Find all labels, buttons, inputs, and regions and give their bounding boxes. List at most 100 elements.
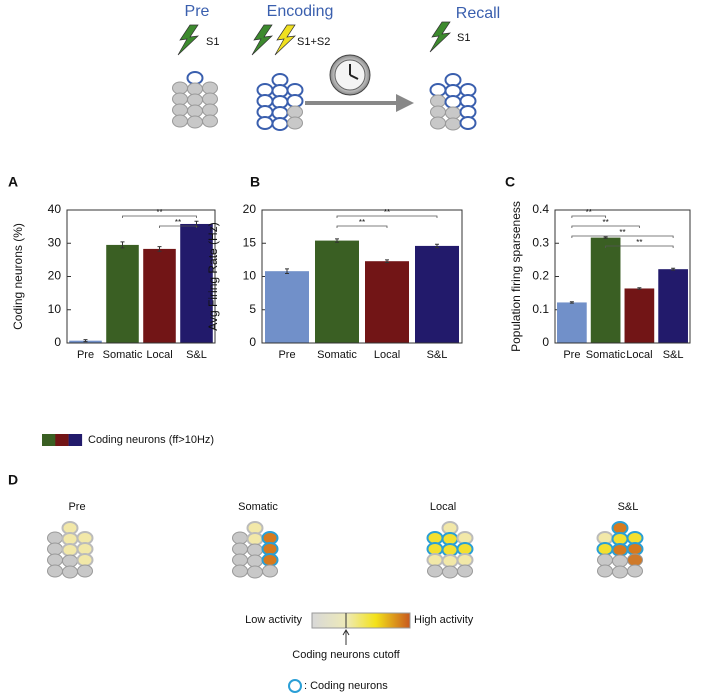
neuron — [47, 531, 63, 545]
x-tick-label: S&L — [186, 349, 207, 361]
x-tick-label: Somatic — [103, 349, 143, 361]
y-tick-label: 20 — [48, 269, 62, 283]
condition-label: Somatic — [238, 501, 278, 513]
neuron — [627, 553, 643, 567]
neuron — [172, 103, 188, 117]
neuron — [62, 565, 78, 579]
neuron — [186, 71, 204, 85]
neuron — [429, 83, 447, 97]
neuron — [426, 553, 444, 567]
y-tick-label: 0 — [542, 335, 549, 349]
condition-label: Pre — [68, 501, 85, 513]
significance-bracket — [571, 235, 674, 238]
neuron — [202, 103, 218, 117]
neuron — [232, 531, 248, 545]
neuron — [441, 554, 459, 568]
neuron — [247, 543, 263, 557]
bar — [365, 261, 409, 343]
neuron — [47, 564, 63, 578]
neuron — [202, 92, 218, 106]
neuron — [61, 543, 79, 557]
legend-swatch — [55, 434, 69, 446]
neuron — [232, 564, 248, 578]
neuron — [430, 105, 446, 119]
error-bar — [120, 241, 125, 249]
neuron — [430, 116, 446, 130]
stage-label: Pre — [185, 3, 210, 20]
neuron — [427, 564, 443, 578]
y-tick-label: 0.2 — [532, 269, 549, 283]
neuron — [626, 542, 644, 556]
significance-label: ** — [619, 228, 625, 237]
significance-bracket — [159, 225, 197, 228]
error-bar — [603, 236, 608, 239]
neuron — [459, 116, 477, 130]
error-bar — [435, 243, 439, 249]
significance-bracket — [571, 225, 640, 228]
error-bar — [335, 238, 339, 243]
panel-label: D — [8, 472, 18, 488]
neuron — [47, 542, 63, 556]
significance-bracket — [336, 215, 438, 218]
neuron — [172, 114, 188, 128]
error-bar — [671, 267, 676, 271]
x-tick-label: Local — [146, 349, 172, 361]
neuron — [456, 553, 474, 567]
plot-frame — [261, 209, 463, 344]
neuron — [232, 542, 248, 556]
bar — [106, 244, 139, 343]
coding-neuron-icon — [288, 679, 302, 693]
bar — [143, 248, 176, 343]
neuron — [457, 564, 473, 578]
neuron — [287, 105, 303, 119]
bar — [658, 269, 688, 343]
bar — [590, 237, 621, 343]
significance-bracket — [336, 225, 388, 228]
neuron — [187, 82, 203, 96]
panel-label: B — [250, 174, 260, 190]
coding-legend-label: : Coding neurons — [304, 680, 388, 692]
stimulus-label: S1+S2 — [297, 36, 330, 48]
x-tick-label: S&L — [427, 349, 448, 361]
x-tick-label: S&L — [663, 349, 684, 361]
significance-label: ** — [636, 238, 642, 247]
y-tick-label: 10 — [243, 269, 257, 283]
neuron — [445, 117, 461, 131]
y-tick-label: 5 — [249, 302, 256, 316]
panel-label: A — [8, 174, 18, 190]
x-tick-label: Somatic — [586, 349, 626, 361]
bar — [265, 271, 309, 343]
x-tick-label: Pre — [77, 349, 94, 361]
stimulus-bolt — [177, 24, 200, 56]
stimulus-label: S1 — [457, 32, 470, 44]
neuron — [47, 553, 63, 567]
significance-bracket — [605, 245, 674, 248]
neuron — [611, 543, 629, 557]
significance-bracket — [571, 215, 607, 218]
clock-hands — [349, 64, 359, 80]
neuron — [597, 564, 613, 578]
error-bar — [157, 246, 162, 252]
legend-swatch — [68, 434, 83, 446]
panel-label: C — [505, 174, 515, 190]
neuron — [247, 565, 263, 579]
neuron — [287, 116, 303, 130]
error-bar — [285, 268, 289, 275]
error-bar — [385, 259, 389, 264]
neuron — [442, 565, 458, 579]
neuron — [187, 115, 203, 129]
colorbar — [311, 612, 411, 629]
neuron — [187, 93, 203, 107]
significance-label: ** — [156, 208, 162, 217]
bar — [180, 223, 213, 343]
x-tick-label: Somatic — [317, 349, 357, 361]
y-axis-label: Coding neurons (%) — [11, 223, 25, 330]
error-bar — [637, 287, 642, 290]
bar — [315, 240, 359, 343]
y-tick-label: 30 — [48, 235, 62, 249]
y-axis-label: Avg Firing Rate (Hz) — [206, 222, 220, 330]
arrow-head — [396, 94, 414, 112]
colorbar-high: High activity — [414, 614, 474, 626]
error-bar — [569, 301, 574, 304]
